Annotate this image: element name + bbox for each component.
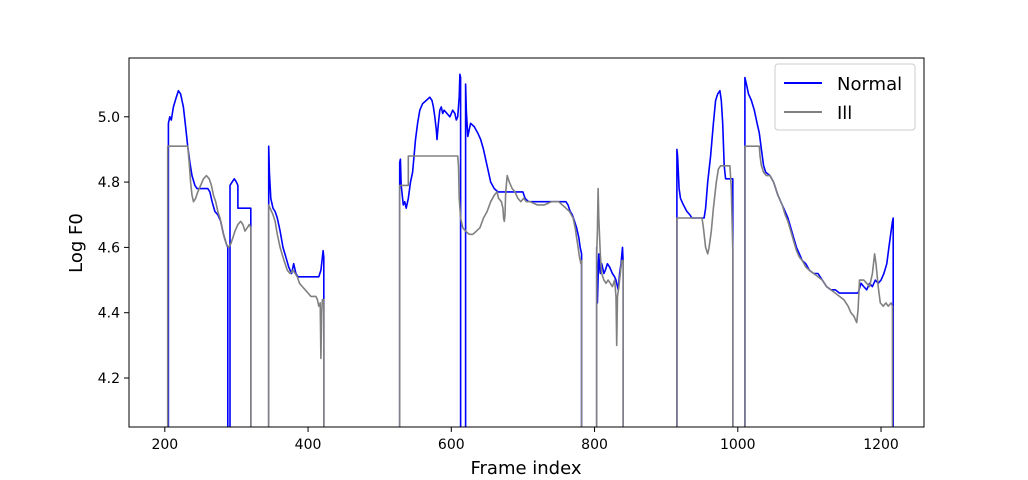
y-tick-label: 4.8: [98, 175, 120, 191]
x-axis: 200 400 600 800 1000 1200: [151, 427, 899, 453]
x-tick-label: 1000: [720, 437, 756, 453]
series-normal: [167, 73, 895, 427]
series-ill-segment-2: [398, 155, 583, 427]
y-axis-label: Log F0: [66, 213, 87, 273]
legend-label-ill: Ill: [837, 103, 852, 124]
x-tick-label: 200: [151, 437, 178, 453]
y-axis: 4.2 4.4 4.6 4.8 5.0: [98, 110, 129, 387]
series-ill: [166, 145, 894, 427]
y-tick-label: 4.4: [98, 306, 120, 322]
series-layer: [166, 73, 895, 427]
x-tick-label: 400: [295, 437, 322, 453]
y-tick-label: 4.2: [98, 371, 120, 387]
series-ill-segment-5: [744, 145, 894, 427]
series-ill-segment-3: [595, 187, 625, 427]
x-axis-label: Frame index: [470, 458, 581, 479]
legend-label-normal: Normal: [837, 74, 902, 95]
plot-frame: [128, 57, 925, 428]
series-ill-segment-0: [166, 145, 252, 427]
series-normal-segment-2: [267, 145, 325, 427]
y-tick-label: 4.6: [98, 240, 120, 256]
series-ill-segment-1: [267, 204, 325, 427]
legend-box: [774, 63, 916, 131]
y-tick-label: 5.0: [98, 110, 120, 126]
x-tick-label: 800: [581, 437, 608, 453]
series-normal-segment-3: [398, 73, 462, 427]
x-tick-label: 1200: [863, 437, 899, 453]
legend: Normal Ill: [774, 63, 916, 131]
x-tick-label: 600: [438, 437, 465, 453]
series-ill-segment-4: [676, 165, 734, 427]
series-normal-segment-1: [229, 178, 252, 427]
series-normal-segment-6: [676, 89, 734, 427]
